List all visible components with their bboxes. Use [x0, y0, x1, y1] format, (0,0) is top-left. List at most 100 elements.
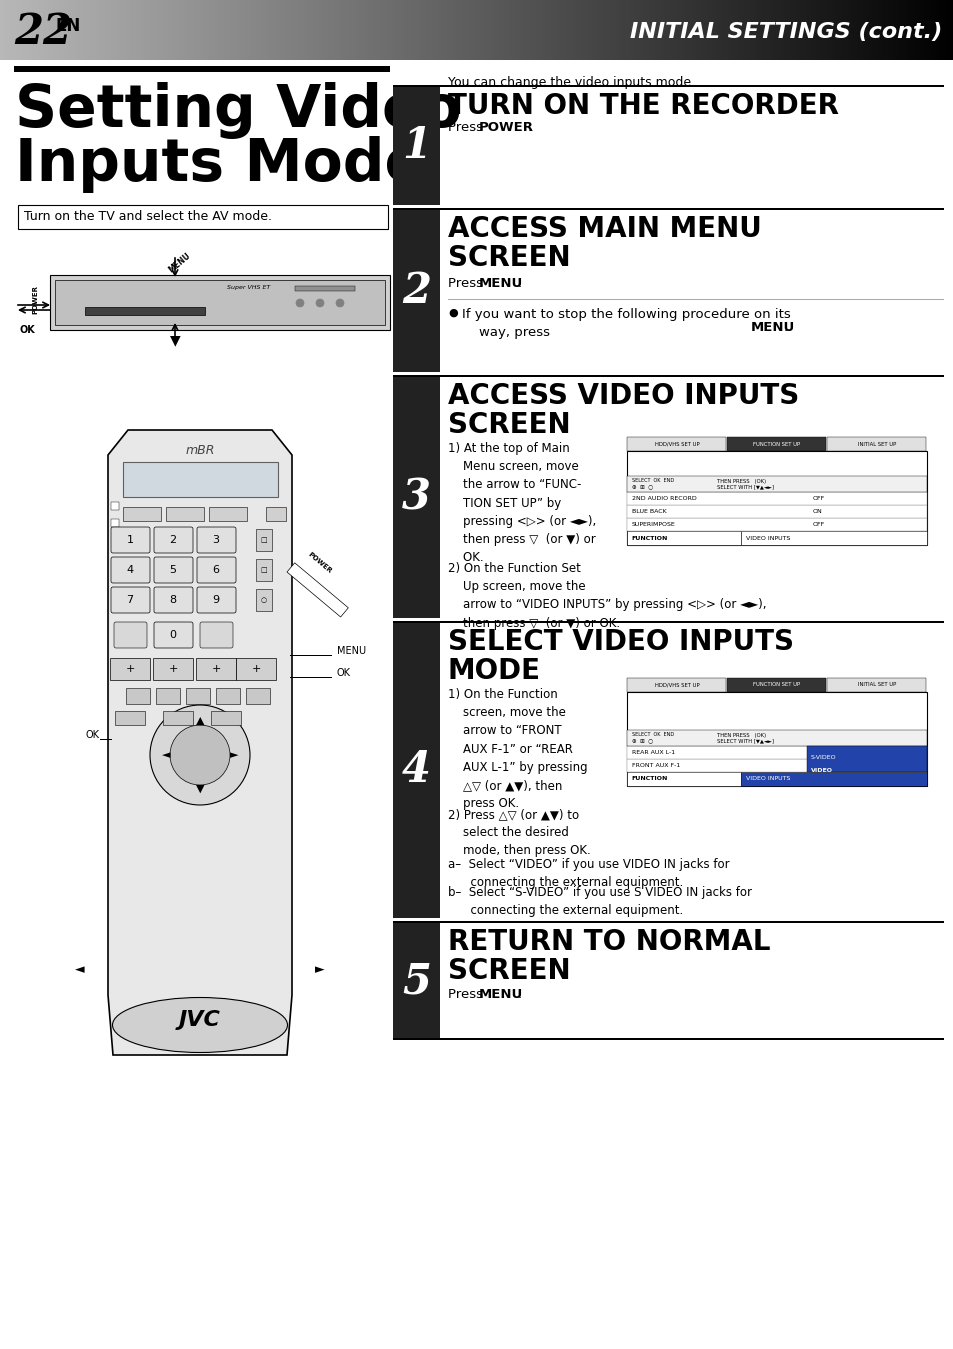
Bar: [71, 0, 74, 59]
Bar: [521, 0, 523, 59]
Bar: [254, 0, 256, 59]
Bar: [777, 0, 780, 59]
Bar: [391, 0, 394, 59]
Bar: [241, 0, 244, 59]
Bar: [481, 0, 484, 59]
Bar: [238, 0, 241, 59]
Text: MENU: MENU: [167, 251, 193, 275]
Bar: [335, 0, 337, 59]
Bar: [469, 0, 471, 59]
Bar: [541, 0, 544, 59]
Bar: [310, 0, 313, 59]
Bar: [364, 0, 366, 59]
Bar: [393, 621, 943, 623]
Bar: [803, 0, 806, 59]
Bar: [334, 0, 336, 59]
Bar: [669, 0, 671, 59]
Bar: [413, 0, 416, 59]
Text: ►: ►: [314, 963, 324, 977]
Bar: [205, 0, 208, 59]
Bar: [694, 0, 697, 59]
Text: FRONT AUX F-1: FRONT AUX F-1: [631, 764, 679, 768]
Bar: [658, 0, 660, 59]
Bar: [783, 0, 785, 59]
Bar: [651, 0, 654, 59]
Bar: [81, 0, 84, 59]
Bar: [313, 0, 315, 59]
Bar: [119, 0, 122, 59]
Bar: [496, 0, 498, 59]
Text: Press: Press: [448, 121, 487, 134]
Bar: [278, 0, 280, 59]
Bar: [123, 461, 277, 496]
Bar: [760, 0, 763, 59]
Text: INITIAL SET UP: INITIAL SET UP: [857, 441, 895, 447]
Bar: [746, 0, 749, 59]
Bar: [941, 0, 943, 59]
Polygon shape: [108, 430, 292, 1055]
Text: MENU: MENU: [750, 321, 795, 335]
Bar: [910, 0, 913, 59]
Bar: [537, 0, 539, 59]
Bar: [232, 0, 234, 59]
Bar: [365, 0, 368, 59]
Bar: [502, 0, 504, 59]
Bar: [150, 0, 152, 59]
Bar: [703, 0, 706, 59]
Bar: [855, 0, 857, 59]
Bar: [915, 0, 918, 59]
Bar: [632, 0, 635, 59]
Bar: [550, 0, 552, 59]
Bar: [593, 0, 595, 59]
Bar: [126, 688, 150, 704]
Bar: [319, 0, 322, 59]
Bar: [917, 0, 919, 59]
Text: 5: 5: [170, 565, 176, 575]
Bar: [517, 0, 518, 59]
FancyBboxPatch shape: [153, 622, 193, 648]
Bar: [336, 0, 339, 59]
Bar: [122, 0, 125, 59]
Bar: [215, 688, 240, 704]
Bar: [415, 0, 417, 59]
Bar: [108, 0, 111, 59]
Text: VIDEO INPUTS: VIDEO INPUTS: [745, 536, 789, 541]
Text: 2) On the Function Set
    Up screen, move the
    arrow to “VIDEO INPUTS” by pr: 2) On the Function Set Up screen, move t…: [448, 563, 765, 630]
Bar: [398, 0, 401, 59]
Bar: [907, 0, 909, 59]
Circle shape: [150, 706, 250, 805]
Bar: [555, 0, 557, 59]
Bar: [384, 0, 387, 59]
Bar: [551, 0, 554, 59]
Bar: [626, 518, 926, 532]
Bar: [886, 0, 889, 59]
Bar: [653, 0, 656, 59]
Bar: [126, 0, 128, 59]
Bar: [775, 0, 778, 59]
Bar: [913, 0, 916, 59]
Bar: [160, 0, 163, 59]
Bar: [794, 0, 797, 59]
Bar: [826, 437, 925, 451]
Bar: [784, 0, 787, 59]
Bar: [688, 0, 690, 59]
Bar: [472, 0, 475, 59]
Bar: [607, 0, 609, 59]
Bar: [163, 711, 193, 724]
Text: MENU: MENU: [478, 987, 522, 1001]
Bar: [848, 0, 851, 59]
Bar: [19, 0, 22, 59]
Bar: [664, 0, 666, 59]
Bar: [298, 0, 301, 59]
Text: b–  Select “S-VIDEO” if you use S VIDEO IN jacks for
      connecting the extern: b– Select “S-VIDEO” if you use S VIDEO I…: [448, 886, 751, 917]
Bar: [55, 0, 58, 59]
Bar: [586, 0, 589, 59]
Bar: [360, 0, 363, 59]
Bar: [424, 0, 427, 59]
Bar: [462, 0, 465, 59]
Bar: [860, 0, 862, 59]
Bar: [950, 0, 952, 59]
Bar: [260, 0, 263, 59]
Bar: [745, 0, 747, 59]
Bar: [677, 0, 679, 59]
